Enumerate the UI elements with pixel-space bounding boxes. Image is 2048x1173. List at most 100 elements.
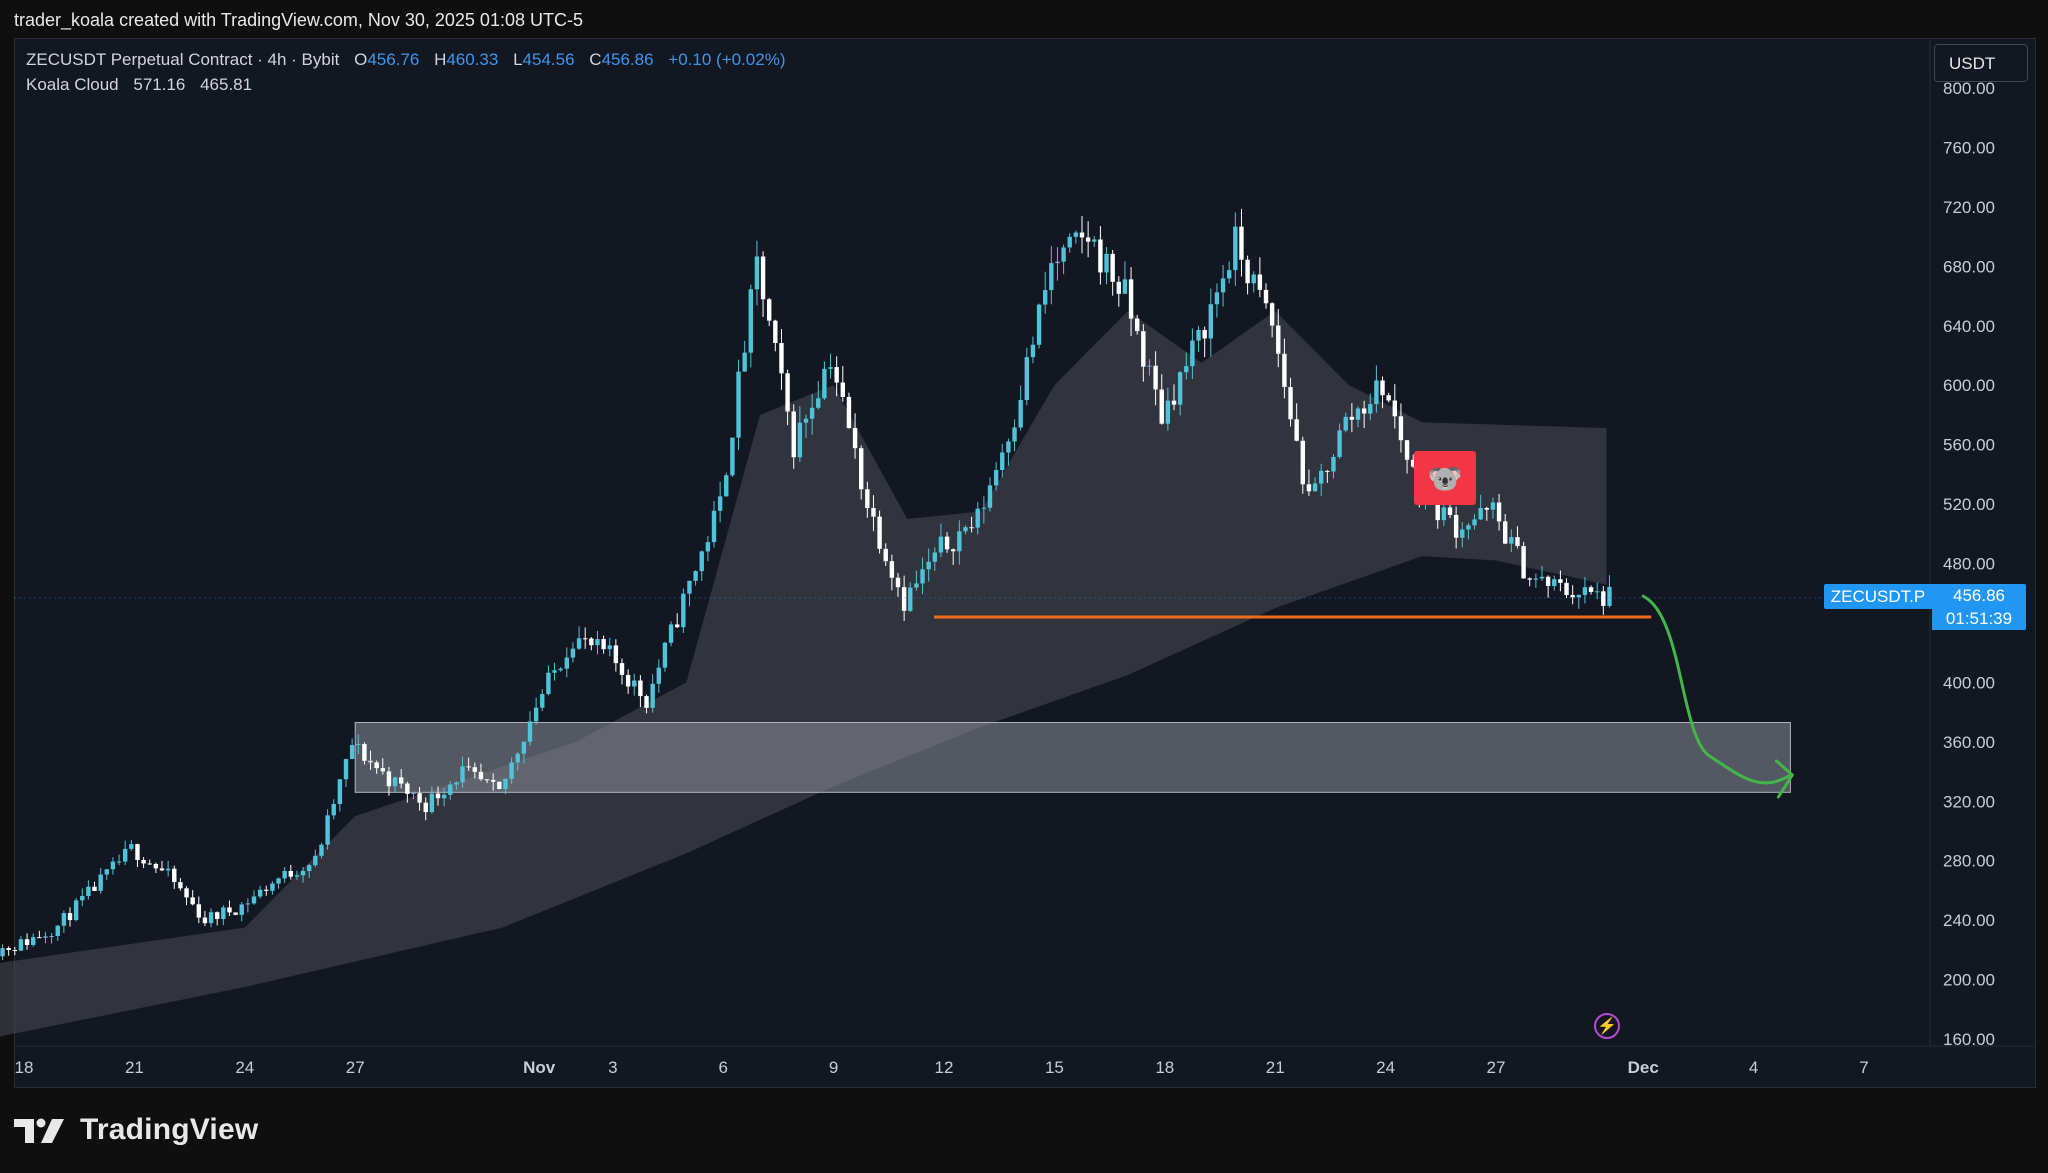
candle-down bbox=[1588, 587, 1594, 592]
last-price-label: 456.86 01:51:39 bbox=[1932, 584, 2026, 630]
candle-up bbox=[80, 896, 85, 901]
symbol-title[interactable]: ZECUSDT Perpetual Contract · 4h · Bybit bbox=[26, 50, 340, 69]
candle-up bbox=[1337, 430, 1342, 457]
candle-up bbox=[1196, 329, 1201, 341]
candle-up bbox=[730, 437, 735, 476]
candle-up bbox=[668, 624, 674, 643]
candle-up bbox=[607, 645, 612, 650]
price-tick-label: 160.00 bbox=[1943, 1030, 1995, 1049]
time-tick-label: 4 bbox=[1749, 1058, 1758, 1077]
candle-up bbox=[1177, 372, 1183, 405]
price-tick-label: 680.00 bbox=[1943, 257, 1995, 276]
indicator-name[interactable]: Koala Cloud bbox=[26, 75, 119, 94]
candle-up bbox=[55, 925, 60, 936]
lightning-icon[interactable]: ⚡ bbox=[1594, 1013, 1620, 1039]
candle-up bbox=[1092, 239, 1097, 242]
candle-down bbox=[760, 256, 766, 300]
candle-down bbox=[362, 744, 367, 761]
candle-up bbox=[521, 741, 527, 754]
candle-down bbox=[1294, 419, 1299, 441]
candle-up bbox=[1607, 586, 1612, 606]
time-tick-label: 3 bbox=[608, 1058, 617, 1077]
candle-down bbox=[1325, 470, 1330, 472]
drawings bbox=[934, 594, 1794, 799]
candle-up bbox=[282, 871, 287, 879]
candle-up bbox=[1552, 579, 1557, 587]
time-tick-label: 18 bbox=[15, 1058, 34, 1077]
candle-up bbox=[1331, 456, 1336, 472]
indicator-value-1: 571.16 bbox=[133, 75, 186, 94]
candle-up bbox=[993, 470, 999, 486]
candle-up bbox=[552, 670, 557, 673]
candle-up bbox=[736, 371, 741, 438]
price-tick-label: 560.00 bbox=[1943, 436, 1995, 455]
time-tick-label: Nov bbox=[523, 1058, 556, 1077]
candle-down bbox=[840, 382, 845, 397]
candle-up bbox=[307, 865, 312, 872]
candle-up bbox=[429, 793, 435, 813]
candle-up bbox=[1509, 537, 1514, 544]
candle-down bbox=[1276, 325, 1281, 354]
candle-down bbox=[1558, 579, 1563, 583]
candle-up bbox=[1251, 274, 1256, 284]
time-tick-label: 12 bbox=[935, 1058, 954, 1077]
candle-down bbox=[1110, 253, 1115, 282]
candle-up bbox=[558, 668, 563, 671]
candle-down bbox=[1564, 582, 1569, 595]
candle-up bbox=[1122, 279, 1128, 294]
candle-down bbox=[969, 527, 974, 529]
time-tick-label: 24 bbox=[235, 1058, 254, 1077]
tradingview-logo-icon bbox=[14, 1118, 64, 1143]
candle-up bbox=[0, 948, 5, 957]
candle-up bbox=[86, 886, 91, 897]
bar-countdown: 01:51:39 bbox=[1945, 609, 2013, 628]
candle-up bbox=[503, 778, 508, 790]
brand-name: TradingView bbox=[80, 1113, 259, 1146]
candle-down bbox=[1079, 232, 1085, 238]
candle-down bbox=[178, 882, 183, 889]
candle-up bbox=[123, 848, 128, 862]
candle-down bbox=[589, 638, 594, 646]
candle-up bbox=[441, 794, 447, 799]
candle-down bbox=[190, 897, 195, 905]
candle-down bbox=[583, 638, 588, 640]
candle-up bbox=[392, 777, 398, 787]
candle-up bbox=[104, 869, 109, 875]
candle-up bbox=[803, 418, 809, 423]
candle-up bbox=[1000, 452, 1005, 471]
candle-up bbox=[319, 844, 324, 856]
candle-down bbox=[466, 766, 471, 768]
candle-up bbox=[1460, 529, 1465, 538]
candle-down bbox=[233, 912, 238, 915]
candle-up bbox=[533, 707, 539, 722]
high-value: 460.33 bbox=[446, 50, 499, 69]
candle-down bbox=[871, 507, 876, 517]
candle-down bbox=[1141, 331, 1146, 367]
candle-down bbox=[1306, 484, 1312, 492]
tradingview-logo[interactable]: TradingView bbox=[14, 1110, 258, 1150]
last-price: 456.86 bbox=[1953, 586, 2005, 605]
candle-down bbox=[478, 771, 484, 780]
candle-up bbox=[245, 903, 251, 905]
currency-button[interactable]: USDT bbox=[1934, 44, 2028, 82]
candle-up bbox=[681, 593, 686, 628]
candle-down bbox=[484, 779, 490, 781]
candle-down bbox=[1269, 303, 1275, 326]
time-tick-label: 15 bbox=[1045, 1058, 1064, 1077]
candle-up bbox=[1227, 270, 1232, 279]
time-tick-label: 7 bbox=[1859, 1058, 1868, 1077]
candle-up bbox=[963, 527, 968, 532]
candle-down bbox=[852, 428, 858, 449]
candle-up bbox=[576, 638, 582, 649]
candle-up bbox=[1576, 594, 1581, 598]
candle-down bbox=[1496, 502, 1502, 522]
cloud-band bbox=[0, 310, 1607, 1037]
time-tick-label: 18 bbox=[1155, 1058, 1174, 1077]
price-tick-label: 600.00 bbox=[1943, 376, 1995, 395]
candle-up bbox=[1043, 290, 1048, 305]
koala-cloud bbox=[0, 310, 1607, 1037]
candle-down bbox=[135, 844, 140, 860]
candle-down bbox=[638, 680, 643, 697]
candle-down bbox=[1521, 546, 1526, 579]
